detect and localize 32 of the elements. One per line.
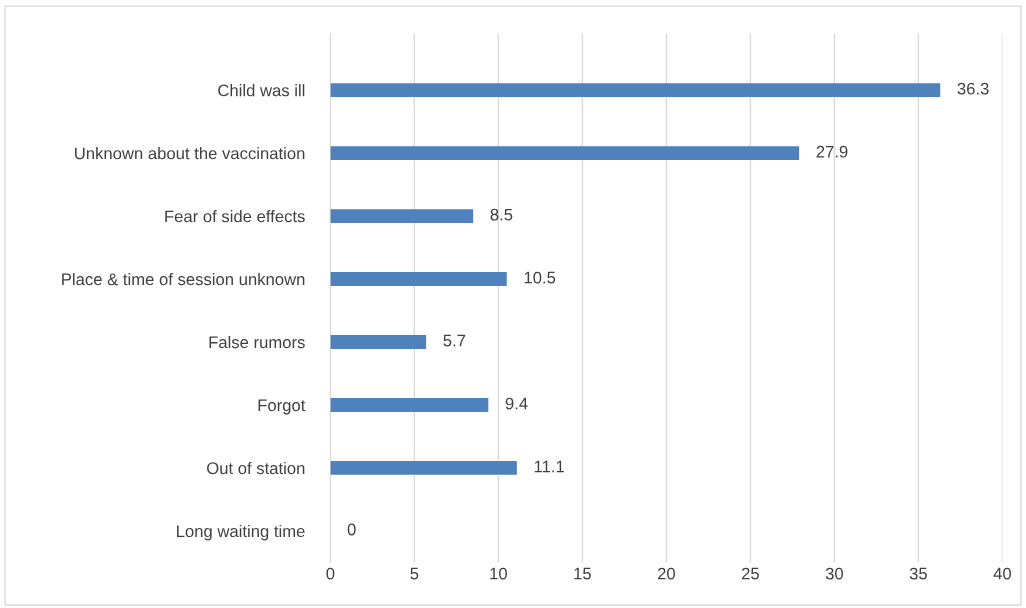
- bar: [330, 83, 941, 98]
- bar: [330, 146, 800, 161]
- x-tick-label: 35: [909, 567, 927, 580]
- y-tick-label: Forgot: [258, 399, 306, 415]
- y-tick-label: False rumors: [209, 335, 305, 349]
- x-tick-label: 25: [741, 567, 759, 580]
- x-tick-label: 5: [410, 567, 419, 580]
- y-tick-label: Place & time of session unknown: [62, 272, 305, 286]
- y-tick-label: Long waiting time: [177, 524, 305, 541]
- x-tick-label: 10: [490, 567, 507, 580]
- y-tick-label: Child was ill: [218, 84, 305, 97]
- data-label: 27.9: [816, 145, 848, 158]
- data-label: 0: [347, 523, 356, 536]
- bar: [330, 398, 489, 412]
- x-tick-label: 0: [326, 567, 335, 580]
- x-tick-label: 20: [657, 567, 676, 580]
- y-tick-label: Unknown about the vaccination: [75, 147, 305, 160]
- data-label: 9.4: [505, 397, 528, 410]
- data-label: 11.1: [534, 460, 564, 473]
- y-tick-label: Fear of side effects: [165, 210, 305, 223]
- bar: [330, 335, 427, 349]
- data-label: 10.5: [524, 271, 556, 284]
- y-tick-label: Out of station: [207, 461, 305, 475]
- data-label: 8.5: [490, 208, 513, 221]
- bar: [330, 272, 507, 286]
- x-tick-label: 15: [574, 567, 591, 580]
- bar: [330, 209, 474, 223]
- x-tick-label: 30: [825, 567, 844, 580]
- x-tick-label: 40: [993, 567, 1012, 580]
- data-label: 36.3: [957, 82, 989, 95]
- data-label: 5.7: [443, 334, 466, 347]
- bar: [330, 461, 517, 475]
